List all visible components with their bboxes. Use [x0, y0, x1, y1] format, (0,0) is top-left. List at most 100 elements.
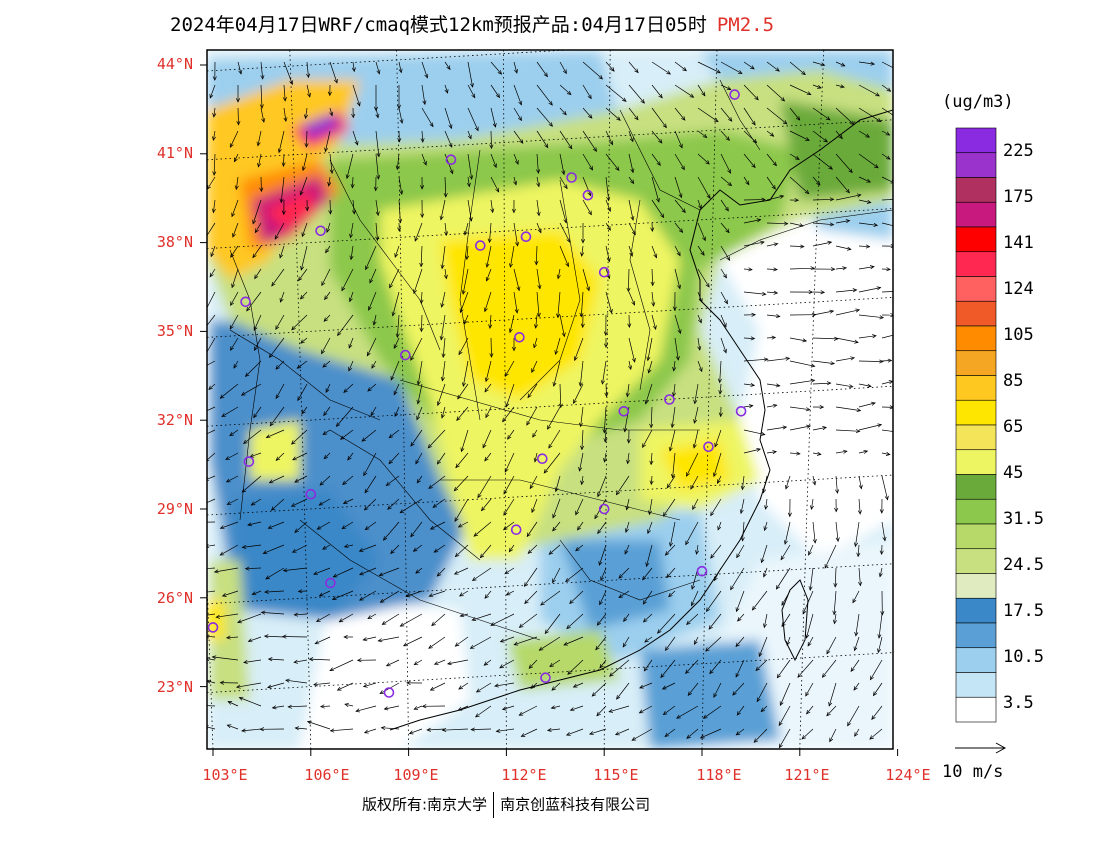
wind-arrowhead — [547, 425, 552, 430]
wind-arrowhead — [507, 435, 512, 440]
wind-arrowhead — [341, 286, 346, 292]
wind-arrowhead — [415, 569, 420, 574]
wind-vector — [806, 705, 814, 715]
wind-vector — [428, 475, 446, 489]
wind-arrowhead — [391, 311, 396, 317]
wind-vector — [628, 222, 636, 235]
wind-arrowhead — [666, 483, 671, 489]
wind-vector — [333, 567, 354, 578]
wind-arrowhead — [643, 666, 648, 672]
wind-vector — [720, 314, 727, 328]
wind-arrowhead — [380, 725, 386, 731]
wind-vector — [292, 544, 308, 553]
wind-arrowhead — [372, 321, 377, 326]
wind-arrowhead — [364, 525, 370, 531]
wind-arrowhead — [231, 283, 236, 289]
wind-vector — [346, 153, 354, 179]
wind-vector — [850, 659, 860, 672]
wind-arrowhead — [365, 265, 369, 271]
colorbar-box — [955, 399, 997, 426]
wind-arrowhead — [573, 356, 578, 362]
wind-vector — [582, 61, 603, 80]
wind-vector — [393, 337, 400, 349]
wind-vector — [392, 291, 400, 316]
wind-vector — [858, 61, 875, 65]
wind-arrowhead — [211, 655, 217, 660]
wind-vector — [697, 130, 708, 138]
wind-vector — [766, 195, 784, 201]
wind-arrowhead — [595, 645, 600, 651]
wind-vector — [662, 682, 676, 690]
wind-vector — [421, 130, 424, 143]
wind-vector — [631, 728, 653, 741]
wind-arrowhead — [358, 548, 364, 552]
wind-vector — [350, 245, 354, 260]
wind-vector — [260, 61, 264, 80]
wind-arrowhead — [693, 399, 698, 405]
wind-vector — [379, 567, 400, 576]
wind-vector — [294, 659, 308, 663]
wind-arrowhead — [366, 351, 371, 357]
wind-arrowhead — [327, 181, 332, 187]
wind-vector — [563, 636, 584, 646]
wind-arrowhead — [554, 487, 559, 493]
wind-vector — [430, 682, 446, 691]
wind-arrowhead — [685, 669, 690, 675]
wind-vector — [229, 314, 239, 330]
wind-vector — [858, 383, 872, 387]
wind-vector — [375, 199, 379, 216]
wind-arrowhead — [855, 429, 861, 434]
wind-arrowhead — [615, 490, 621, 496]
copyright-owner: 版权所有:南京大学 — [362, 795, 488, 814]
wind-vector — [697, 107, 719, 122]
wind-vector — [398, 107, 403, 124]
wind-arrowhead — [433, 661, 439, 665]
wind-vector — [319, 590, 331, 597]
wind-vector — [359, 544, 377, 552]
wind-arrowhead — [499, 664, 504, 669]
wind-arrowhead — [840, 84, 845, 89]
wind-arrowhead — [283, 117, 288, 123]
wind-vector — [341, 268, 354, 291]
wind-vector — [527, 383, 538, 398]
city-marker — [243, 456, 255, 467]
wind-arrowhead — [537, 284, 542, 290]
wind-arrowhead — [649, 480, 654, 486]
meridian-line — [289, 50, 312, 749]
wind-arrowhead — [866, 178, 872, 183]
wind-arrowhead — [618, 594, 624, 599]
wind-arrowhead — [241, 728, 246, 733]
wind-arrowhead — [772, 161, 777, 167]
wind-vector — [429, 590, 446, 597]
wind-vector — [291, 314, 308, 331]
wind-arrowhead — [254, 346, 258, 352]
wind-arrowhead — [801, 735, 807, 740]
wind-arrowhead — [493, 163, 497, 169]
wind-vector — [220, 521, 239, 529]
wind-vector — [763, 613, 768, 628]
wind-vector — [609, 705, 630, 713]
wind-vector — [365, 521, 377, 530]
wind-vector — [514, 636, 538, 646]
wind-arrowhead — [885, 155, 891, 160]
wind-arrowhead — [677, 329, 682, 335]
wind-vector — [555, 337, 561, 355]
wind-arrowhead — [630, 216, 635, 221]
wind-arrowhead — [297, 589, 303, 594]
wind-arrowhead — [594, 514, 599, 520]
wind-vector — [835, 383, 853, 388]
wind-vector — [213, 199, 216, 213]
wind-vector — [279, 245, 285, 259]
wind-arrowhead — [323, 411, 328, 417]
colorbar-box — [955, 201, 997, 228]
wind-vector — [440, 199, 446, 220]
wind-arrowhead — [795, 155, 800, 160]
wind-vector — [500, 636, 515, 643]
wind-vector — [618, 590, 630, 598]
wind-arrowhead — [207, 185, 211, 190]
wind-arrowhead — [213, 569, 219, 574]
wind-arrowhead — [282, 568, 288, 573]
wind-vector — [743, 291, 766, 295]
lon-label-124: 124°E — [885, 766, 931, 784]
wind-vector — [809, 567, 814, 591]
